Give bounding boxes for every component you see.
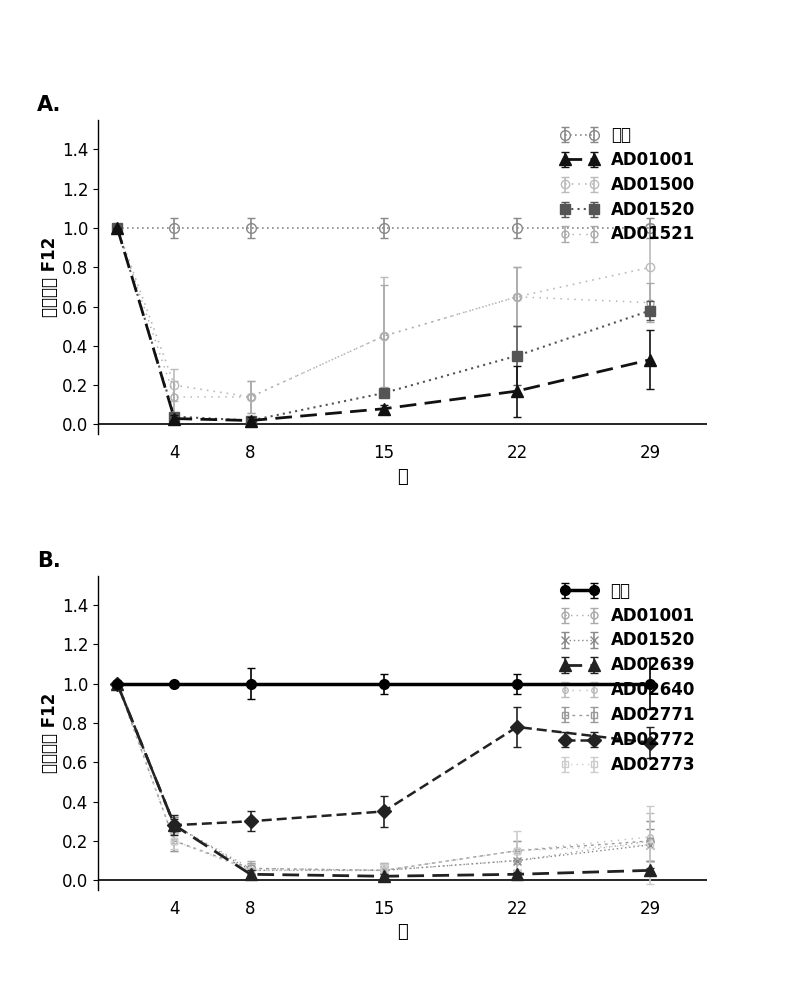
Legend: 盐水, AD01001, AD01500, AD01520, AD01521: 盐水, AD01001, AD01500, AD01520, AD01521 (556, 121, 700, 248)
Y-axis label: 标准化的 F12: 标准化的 F12 (41, 237, 59, 317)
Y-axis label: 标准化的 F12: 标准化的 F12 (41, 693, 59, 773)
Text: B.: B. (38, 551, 61, 571)
X-axis label: 天: 天 (398, 468, 408, 486)
X-axis label: 天: 天 (398, 923, 408, 941)
Legend: 盐水, AD01001, AD01520, AD02639, AD02640, AD02771, AD02772, AD02773: 盐水, AD01001, AD01520, AD02639, AD02640, … (556, 577, 700, 778)
Text: A.: A. (38, 95, 62, 115)
